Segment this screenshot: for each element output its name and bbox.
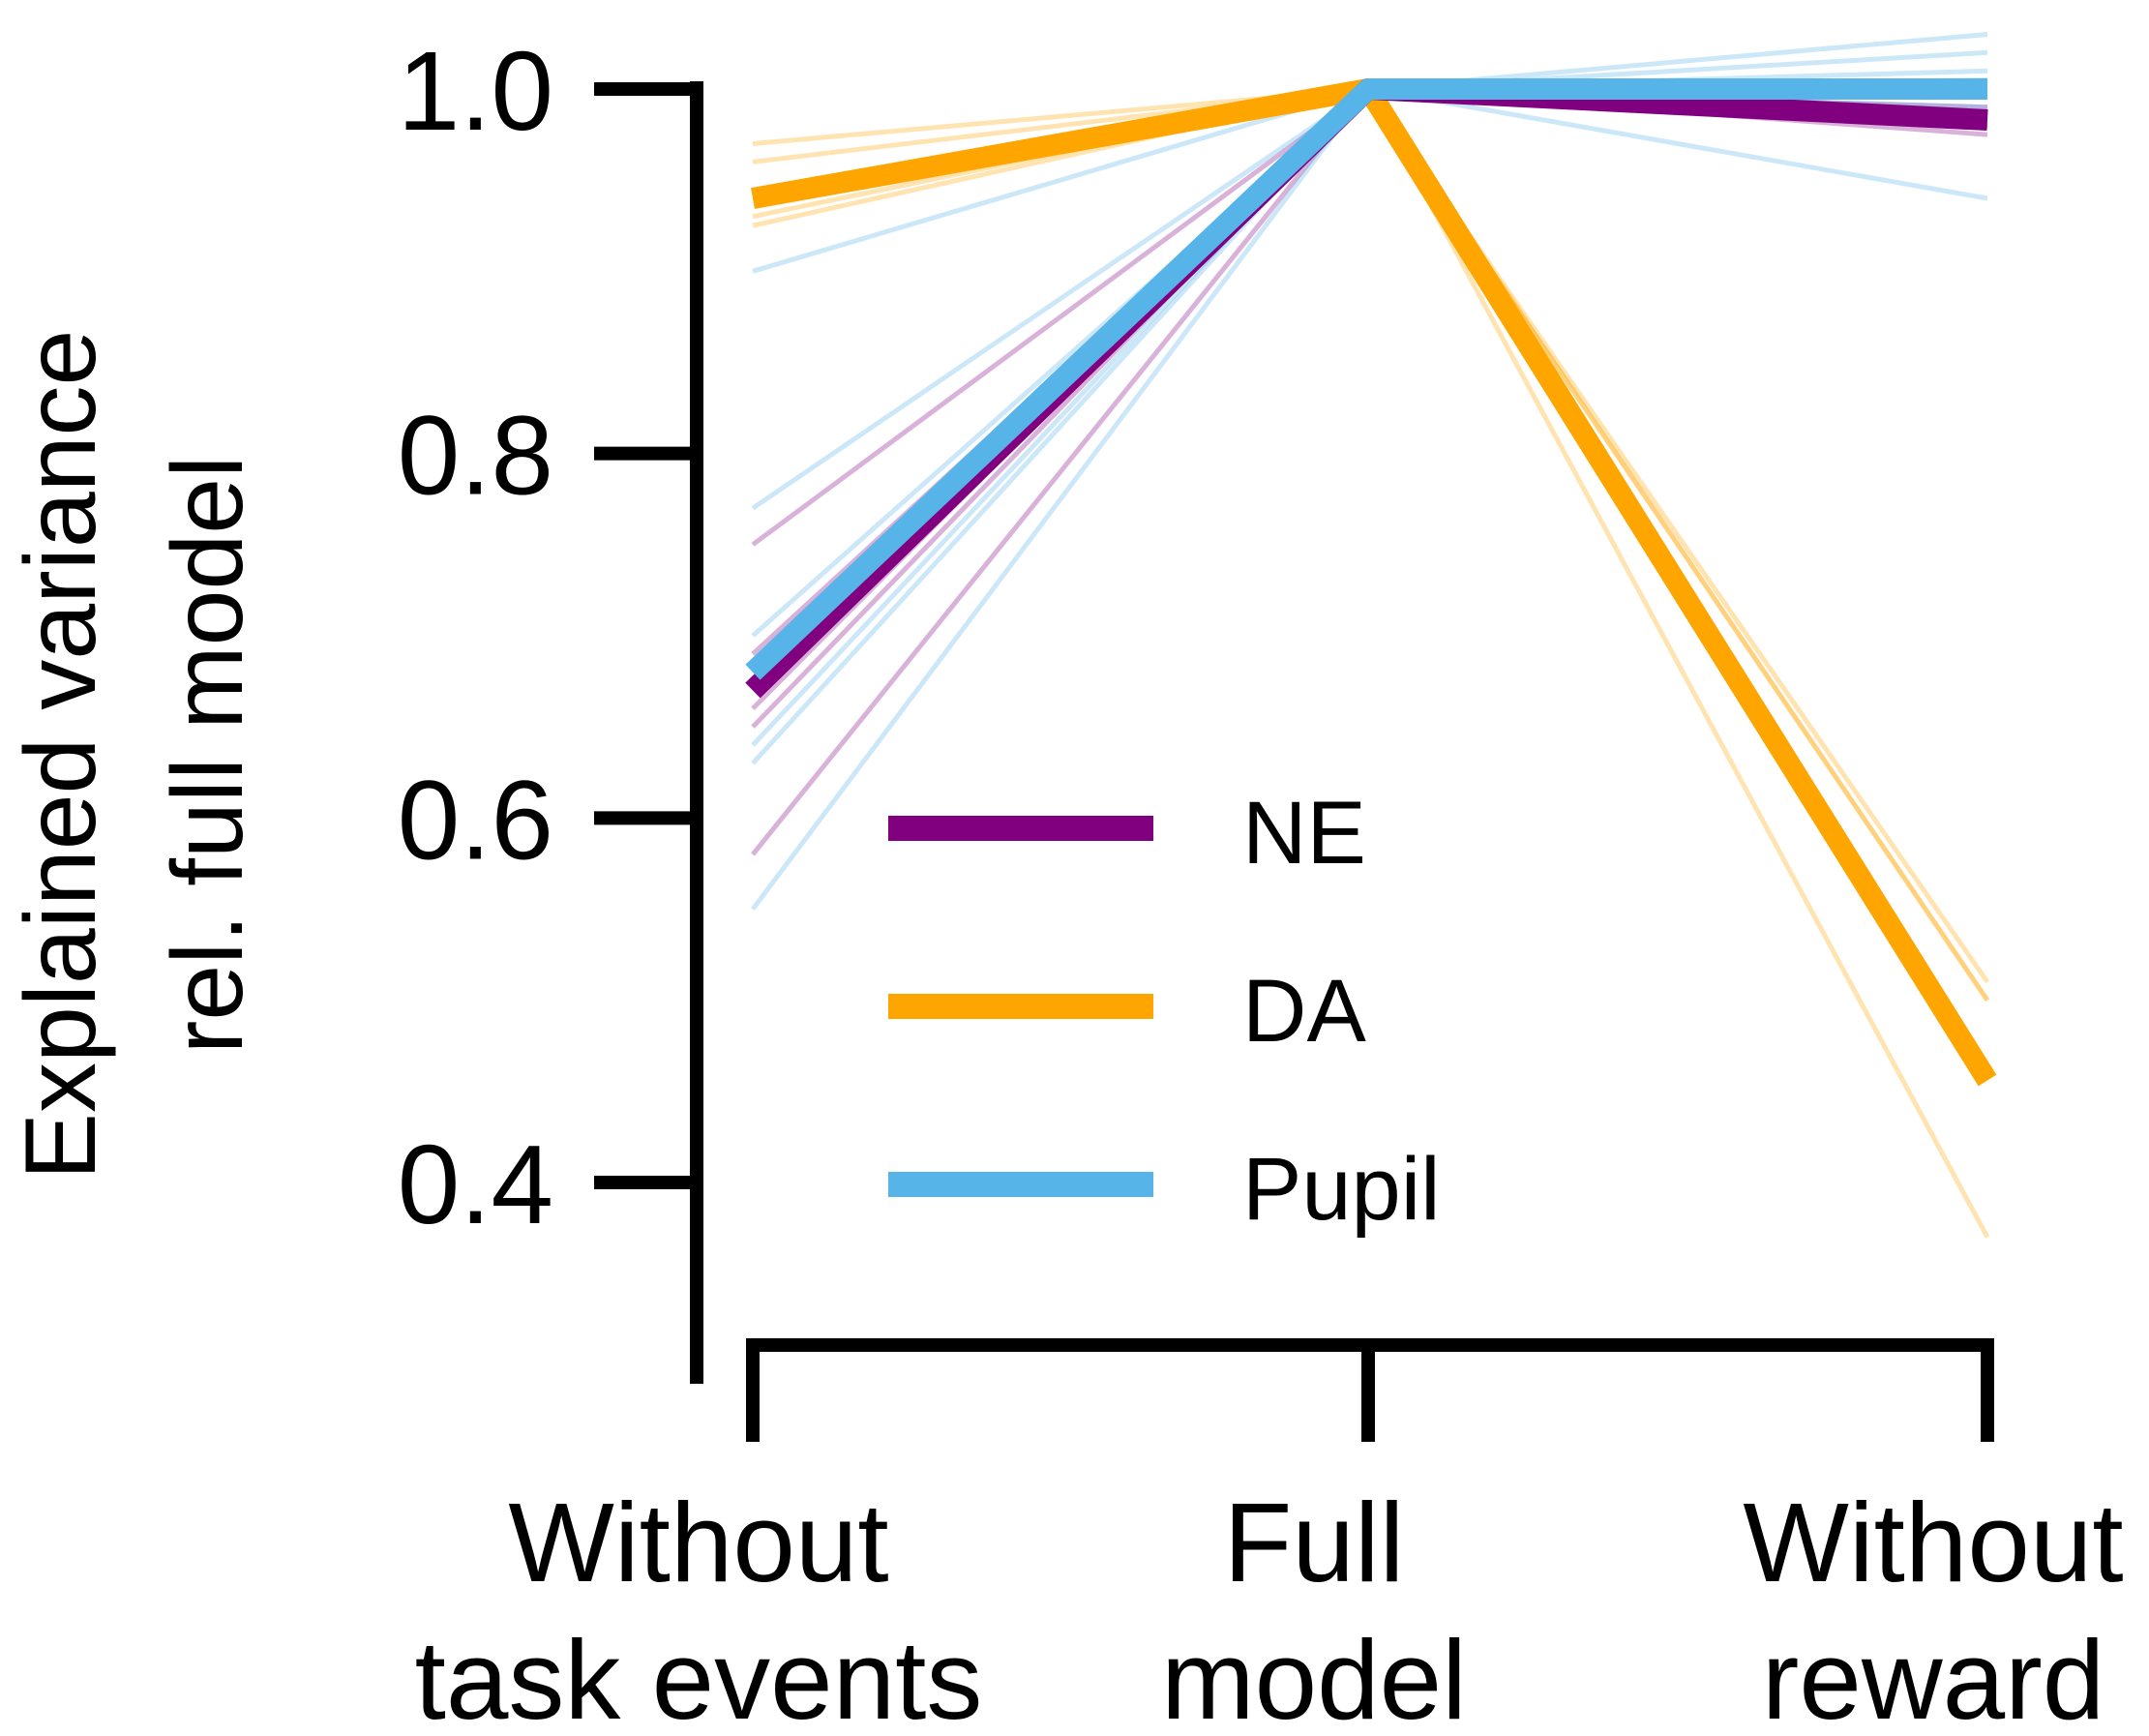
legend-label-da: DA: [1242, 962, 1366, 1061]
legend: NE DA Pupil: [888, 784, 1441, 1239]
legend-label-pupil: Pupil: [1242, 1140, 1441, 1239]
legend-label-ne: NE: [1242, 784, 1366, 883]
x-tick-label: reward: [1762, 1617, 2105, 1736]
y-tick-label: 0.6: [398, 757, 553, 883]
series-line-da: [751, 78, 1997, 1087]
y-tick-label: 0.4: [398, 1122, 553, 1247]
y-axis: 1.0 0.8 0.6 0.4: [398, 28, 703, 1384]
y-axis-label-line-2: rel. full model: [152, 456, 264, 1054]
y-tick-label: 1.0: [398, 28, 553, 154]
x-tick-label: Full: [1224, 1480, 1405, 1605]
x-axis: Without task events Full model Without reward: [415, 1338, 2124, 1736]
y-axis-label: Explained variance rel. full model: [5, 330, 264, 1181]
individual-lines: [751, 32, 1990, 1239]
y-tick-label: 0.8: [398, 393, 553, 519]
x-tick-label: task events: [415, 1617, 983, 1736]
individual-line-ne: [751, 86, 1988, 711]
series-line-pupil: [745, 78, 1987, 680]
x-tick-label: Without: [1743, 1480, 2123, 1605]
y-axis-label-line-1: Explained variance: [5, 330, 117, 1181]
x-tick-label: model: [1161, 1617, 1467, 1736]
x-tick-label: Without: [508, 1480, 888, 1605]
mean-lines: [745, 78, 1997, 1087]
